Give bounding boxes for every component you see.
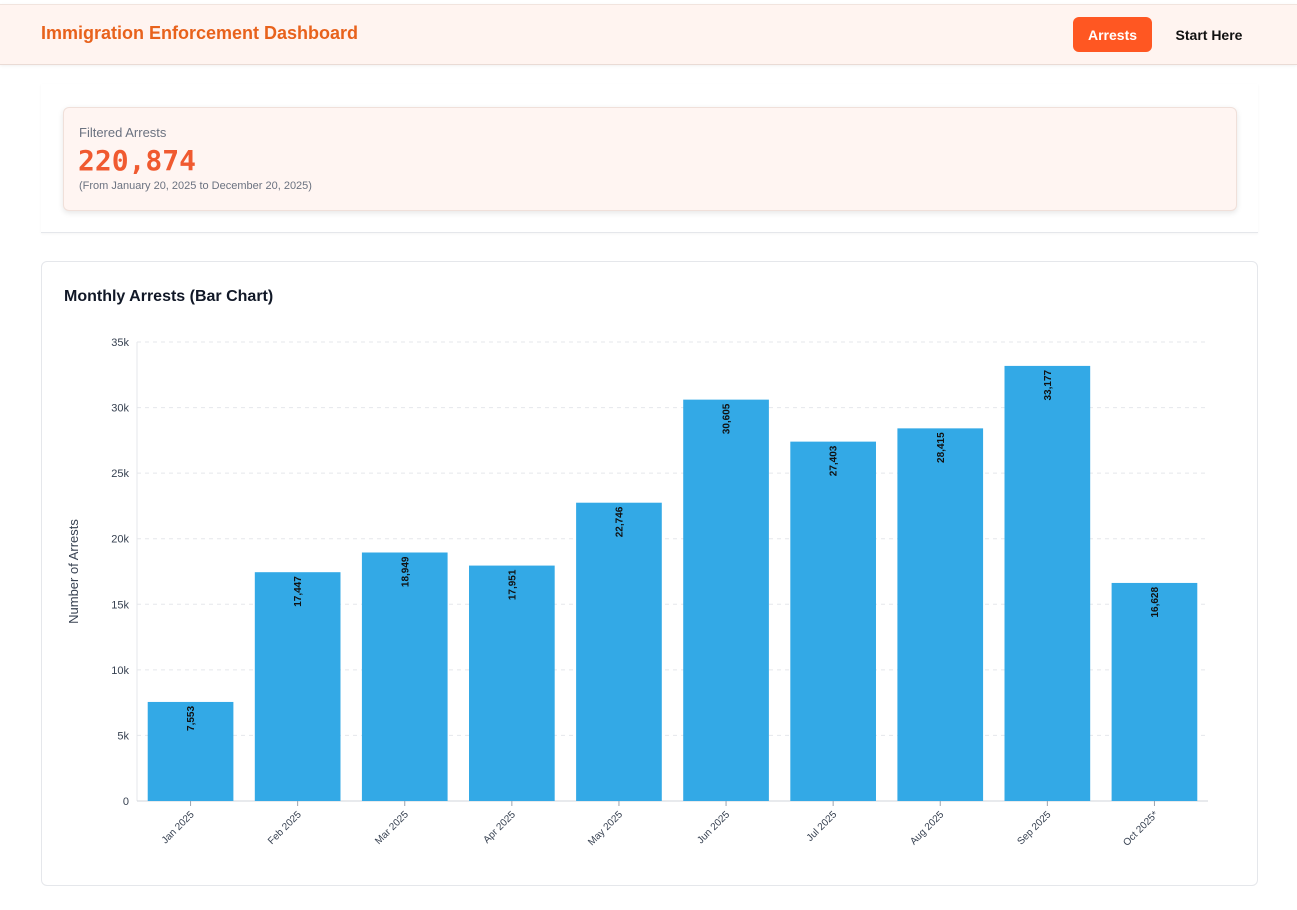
- x-tick-label: Sep 2025: [1015, 809, 1053, 847]
- bar: [469, 565, 555, 801]
- chart-title: Monthly Arrests (Bar Chart): [64, 288, 274, 305]
- app-title: Immigration Enforcement Dashboard: [41, 23, 359, 43]
- x-tick-label: May 2025: [586, 809, 625, 848]
- x-tick-label: Jun 2025: [695, 809, 732, 846]
- bar: [576, 502, 662, 801]
- bar: [147, 701, 234, 801]
- bar-value-label: 17,951: [507, 569, 518, 600]
- x-tick-label: Feb 2025: [266, 809, 304, 847]
- y-tick-label: 35k: [111, 337, 129, 349]
- y-tick-label: 20k: [111, 534, 129, 546]
- bar-value-label: 28,415: [936, 432, 947, 463]
- x-tick-label: Apr 2025: [481, 809, 518, 846]
- bar-value-label: 30,605: [722, 403, 733, 434]
- monthly-arrests-chart-card: Monthly Arrests (Bar Chart) 0 5k 10k 15k 20k…: [41, 261, 1258, 886]
- y-tick-label: 10k: [111, 665, 129, 677]
- x-tick-label: Aug 2025: [908, 809, 946, 847]
- x-tick-label: Jan 2025: [160, 809, 197, 846]
- bar: [790, 441, 876, 801]
- bar: [254, 572, 341, 801]
- bar: [1111, 582, 1198, 801]
- bar-value-label: 16,628: [1150, 587, 1161, 618]
- bar: [683, 399, 769, 801]
- bar-chart: 0 5k 10k 15k 20k 25k 30k 35k Number of Arrests 7,…: [66, 337, 1208, 849]
- bar-value-label: 27,403: [829, 445, 840, 476]
- bar-value-label: 7,553: [186, 706, 197, 731]
- summary-section: Filtered Arrests 220,874 (From January 2…: [41, 84, 1258, 233]
- y-tick-label: 0: [123, 796, 129, 808]
- x-tick-label: Jul 2025: [805, 809, 840, 844]
- bar-value-label: 17,447: [293, 576, 304, 607]
- y-axis-title: Number of Arrests: [66, 519, 81, 624]
- stat-date-range: (From January 20, 2025 to December 20, 2…: [79, 180, 312, 192]
- bar-value-label: 18,949: [400, 556, 411, 587]
- filtered-arrests-card: Filtered Arrests 220,874 (From January 2…: [63, 107, 1237, 211]
- y-tick-label: 30k: [111, 403, 129, 415]
- bar-value-label: 22,746: [614, 506, 625, 537]
- y-tick-label: 5k: [117, 730, 129, 742]
- nav-arrests-button[interactable]: Arrests: [1073, 17, 1152, 52]
- top-header: Immigration Enforcement Dashboard Arrest…: [0, 4, 1297, 65]
- stat-value: 220,874: [78, 144, 197, 177]
- bar: [897, 428, 984, 801]
- x-tick-label: Oct 2025*: [1121, 809, 1160, 848]
- bar-value-label: 33,177: [1043, 369, 1054, 400]
- y-tick-label: 15k: [111, 599, 129, 611]
- bar: [361, 552, 448, 801]
- nav-start-here-button[interactable]: Start Here: [1162, 17, 1256, 52]
- bar: [1004, 365, 1091, 801]
- y-tick-label: 25k: [111, 468, 129, 480]
- stat-label: Filtered Arrests: [79, 125, 167, 140]
- x-tick-label: Mar 2025: [373, 809, 411, 847]
